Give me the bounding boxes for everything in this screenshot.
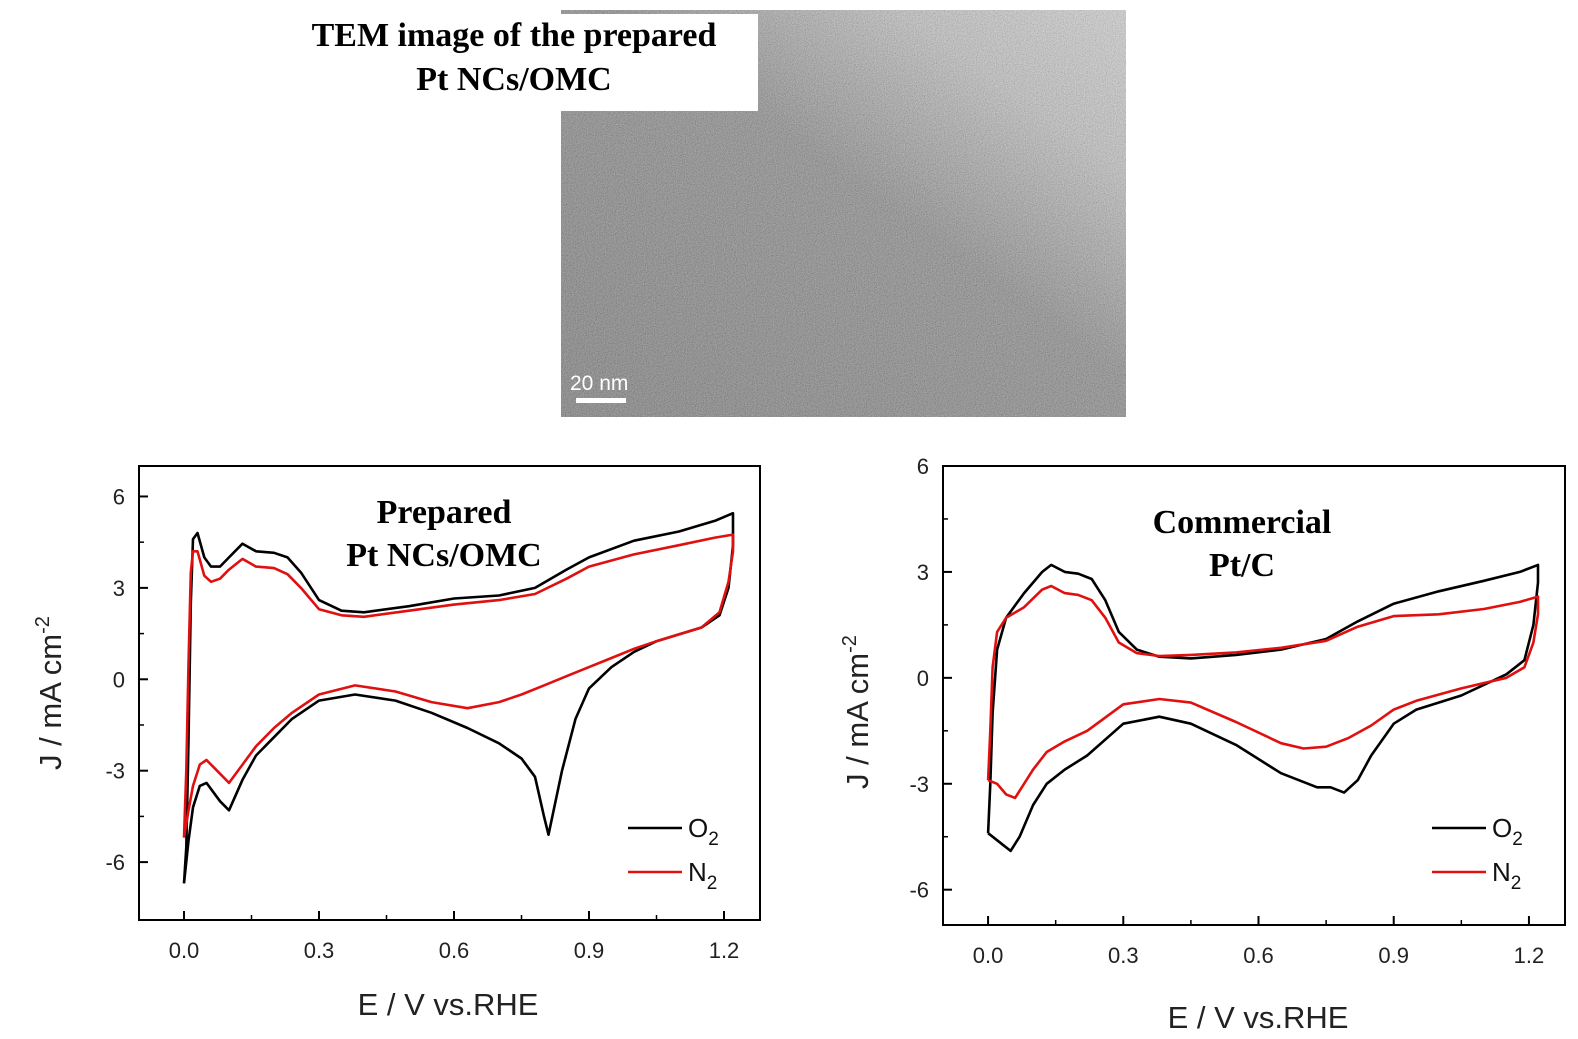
svg-text:J / mA cm-2: J / mA cm-2 xyxy=(839,635,875,789)
scale-bar xyxy=(576,398,626,403)
y-tick-label: 0 xyxy=(113,667,125,692)
y-tick-label: 0 xyxy=(917,666,929,691)
x-tick-label: 0.3 xyxy=(1108,943,1139,968)
chart-title-line2: Pt/C xyxy=(1209,547,1275,584)
chart-title-line1: Commercial xyxy=(1153,504,1332,541)
svg-text:J / mA cm-2: J / mA cm-2 xyxy=(32,616,68,770)
series-line-o2 xyxy=(182,511,735,884)
x-tick-label: 0.3 xyxy=(304,938,335,963)
scale-bar-label: 20 nm xyxy=(570,372,629,395)
x-tick-label: 0.6 xyxy=(439,938,470,963)
legend-label-o2: O2 xyxy=(688,813,719,850)
series-line-o2 xyxy=(986,563,1540,853)
plot-frame xyxy=(138,465,761,921)
legend-label-n2: N2 xyxy=(688,857,717,894)
y-axis-title: J / mA cm-2 xyxy=(32,616,68,770)
y-tick-label: 3 xyxy=(917,560,929,585)
x-axis-title: E / V vs.RHE xyxy=(1168,1000,1349,1035)
chart-title-line2: Pt NCs/OMC xyxy=(346,537,541,574)
y-axis-title: J / mA cm-2 xyxy=(839,635,875,789)
plot-frame xyxy=(942,465,1566,926)
x-tick-label: 0.0 xyxy=(973,943,1004,968)
x-tick-label: 0.9 xyxy=(574,938,605,963)
x-tick-label: 0.9 xyxy=(1378,943,1409,968)
x-tick-label: 0.0 xyxy=(169,938,200,963)
y-tick-label: -3 xyxy=(105,759,125,784)
y-tick-label: 6 xyxy=(917,454,929,479)
tem-caption-line1: TEM image of the prepared xyxy=(311,17,717,54)
x-axis-title: E / V vs.RHE xyxy=(358,987,539,1022)
y-tick-label: -3 xyxy=(909,772,929,797)
tem-caption: TEM image of the prepared Pt NCs/OMC xyxy=(270,14,758,111)
legend-label-n2: N2 xyxy=(1492,857,1521,894)
tem-caption-line2: Pt NCs/OMC xyxy=(416,61,612,98)
series-line-n2 xyxy=(986,584,1540,800)
legend-label-o2: O2 xyxy=(1492,813,1523,850)
y-tick-label: -6 xyxy=(105,850,125,875)
series-line-n2 xyxy=(182,533,735,838)
chart-title-line1: Prepared xyxy=(377,494,512,531)
x-tick-label: 1.2 xyxy=(709,938,740,963)
x-tick-label: 0.6 xyxy=(1243,943,1274,968)
y-tick-label: 3 xyxy=(113,576,125,601)
y-tick-label: -6 xyxy=(909,878,929,903)
x-tick-label: 1.2 xyxy=(1514,943,1545,968)
y-tick-label: 6 xyxy=(113,484,125,509)
